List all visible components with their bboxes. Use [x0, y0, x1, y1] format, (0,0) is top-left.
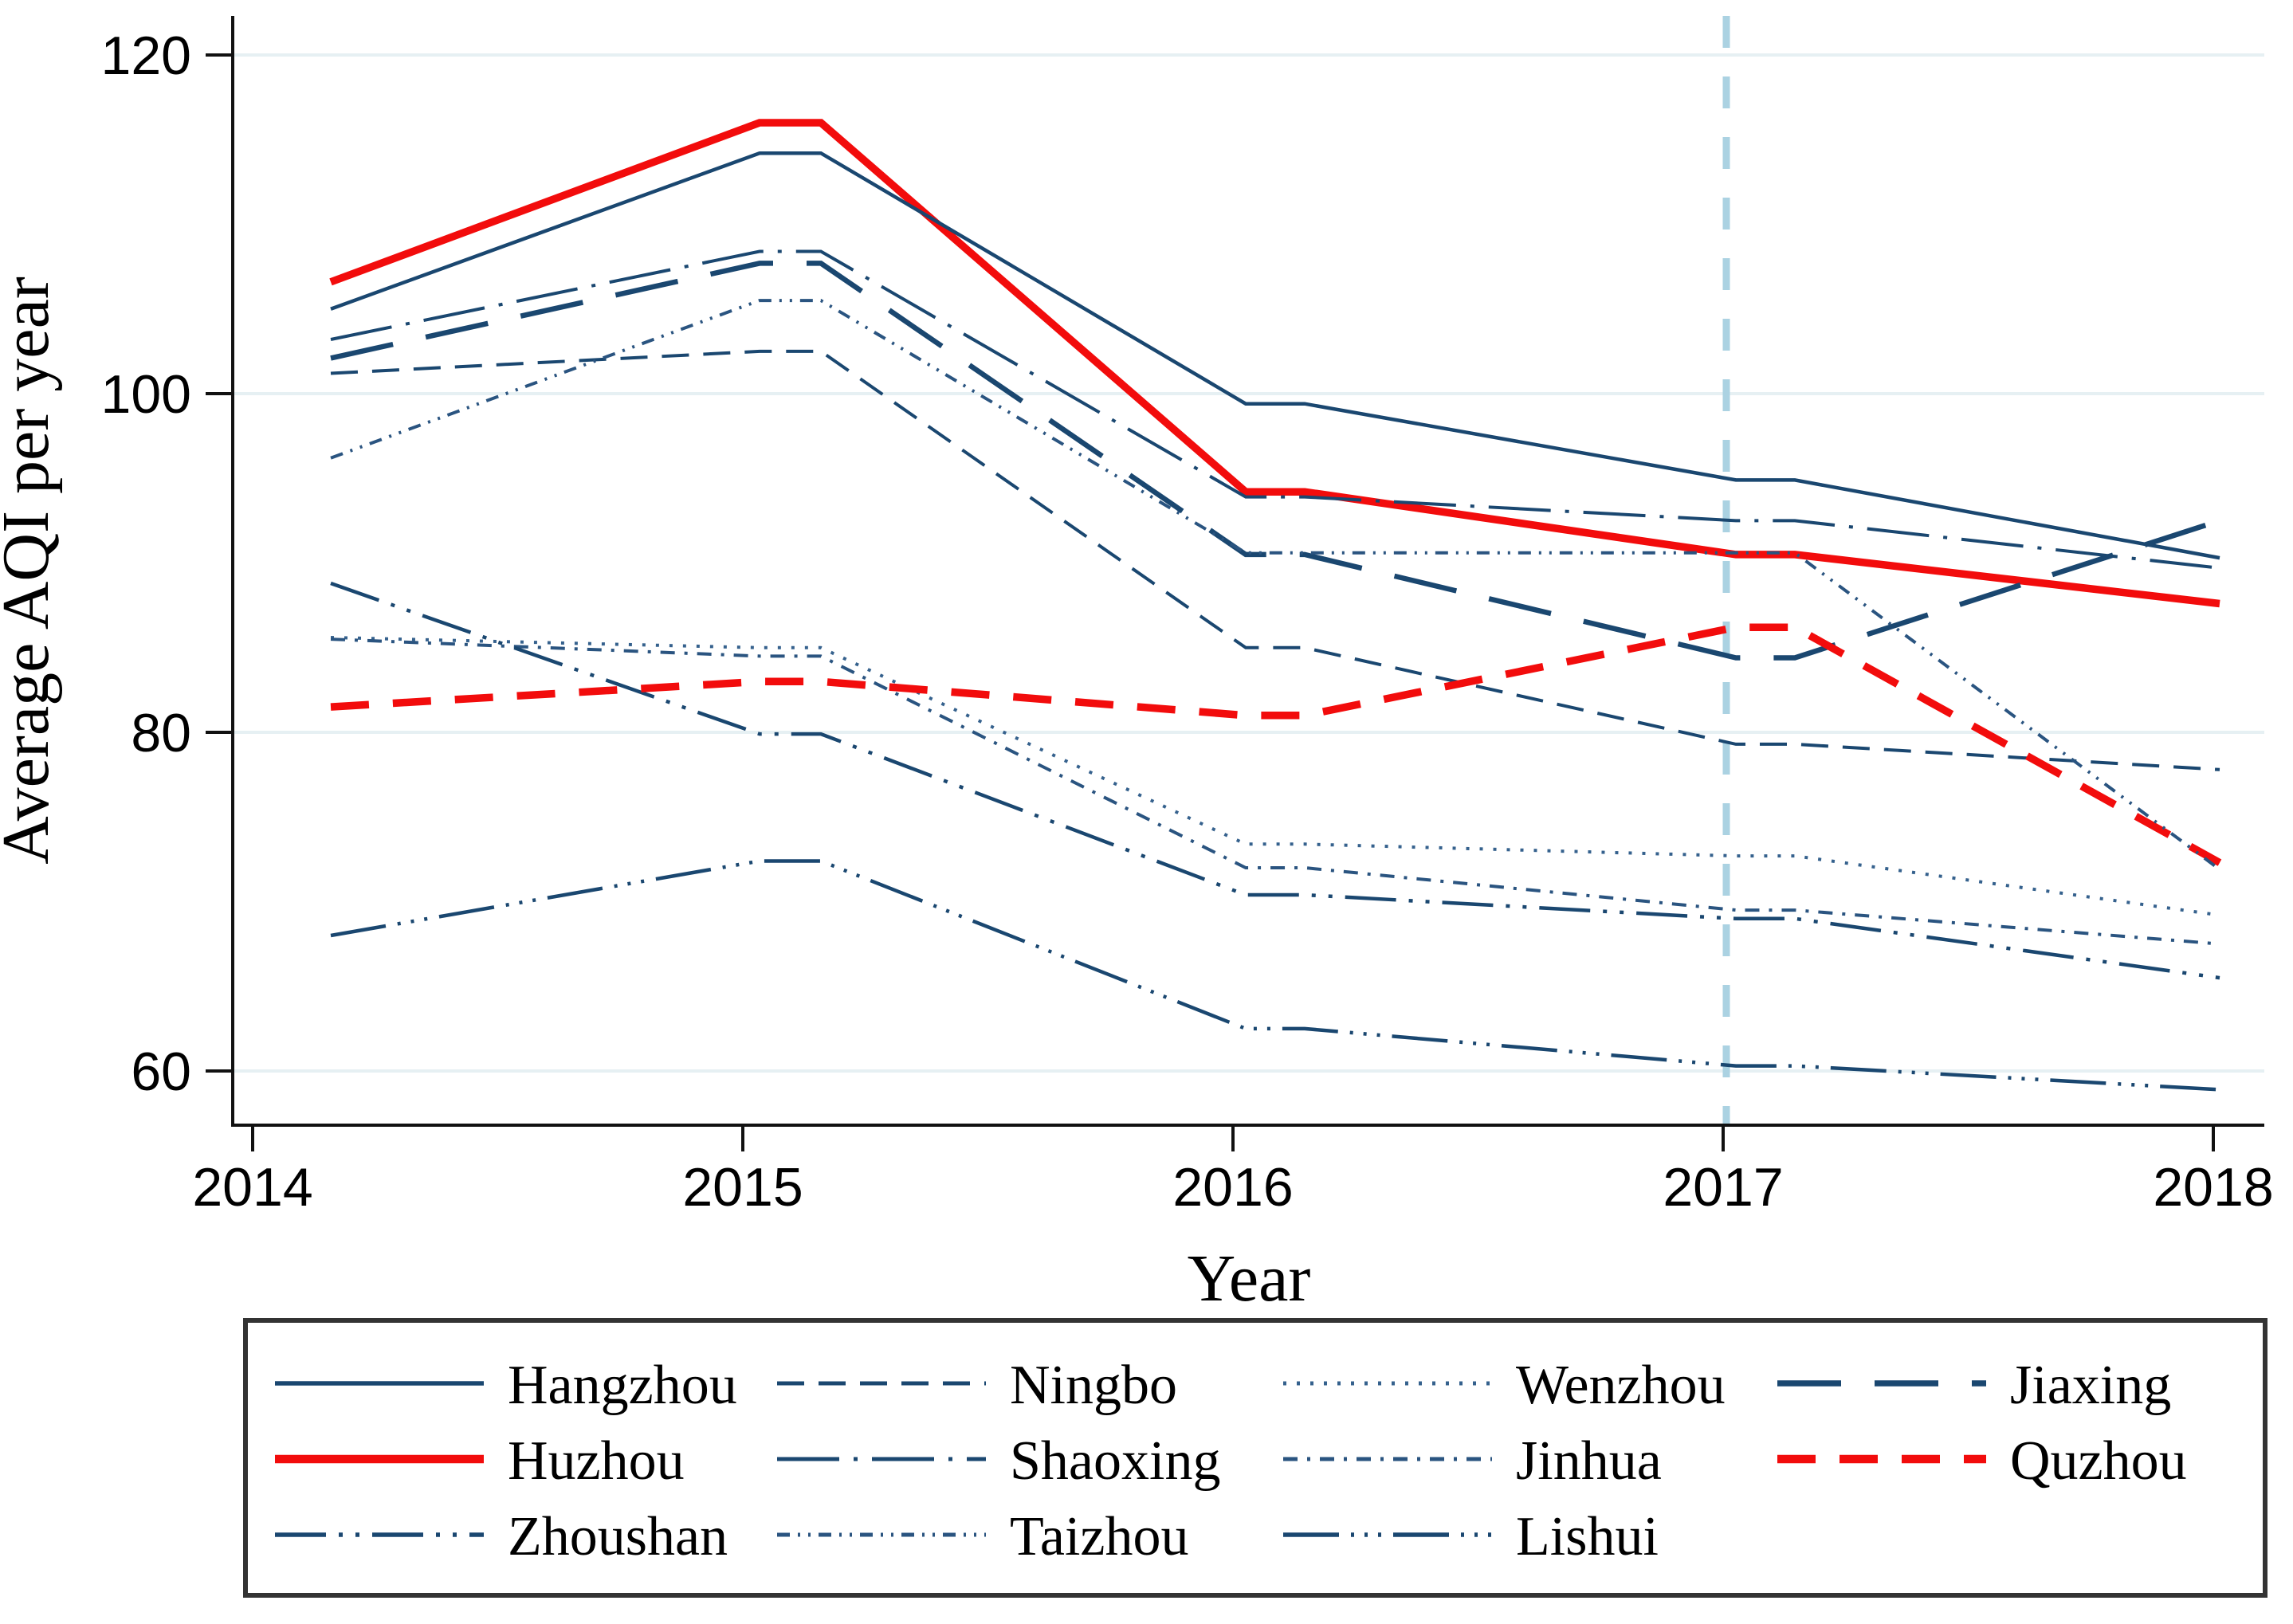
series-line-lishui [330, 859, 2220, 1092]
legend-item-jinhua: Jinhua [1283, 1430, 1662, 1492]
legend-item-taizhou: Taizhou [777, 1506, 1188, 1567]
series-line-jinhua [330, 637, 2220, 946]
legend-item-lishui: Lishui [1283, 1506, 1659, 1567]
legend-item-jiaxing: Jiaxing [1777, 1355, 2171, 1416]
series-line-zhoushan [330, 581, 2220, 980]
legend-label-shaoxing: Shaoxing [1010, 1430, 1220, 1492]
y-tick-label-120: 120 [101, 25, 191, 86]
legend-item-shaoxing: Shaoxing [777, 1430, 1220, 1492]
legend-label-hangzhou: Hangzhou [508, 1355, 737, 1416]
x-tick-label-2016: 2016 [1172, 1157, 1293, 1218]
axes [206, 16, 2264, 1151]
legend-label-lishui: Lishui [1516, 1506, 1659, 1567]
x-tick-label-2014: 2014 [192, 1157, 312, 1218]
x-tick-label-2017: 2017 [1663, 1157, 1783, 1218]
legend-item-quzhou: Quzhou [1777, 1430, 2187, 1492]
y-axis-title: Average AQI per year [0, 277, 63, 865]
tick-labels: 60 80 100 120 2014 2015 2016 2017 2018 [101, 25, 2274, 1218]
y-tick-label-60: 60 [131, 1041, 191, 1102]
series-line-ningbo [330, 349, 2220, 771]
legend-item-huzhou: Huzhou [275, 1430, 685, 1492]
legend-item-zhoushan: Zhoushan [275, 1506, 728, 1567]
y-tick-label-80: 80 [131, 703, 191, 763]
y-tick-label-100: 100 [101, 364, 191, 425]
legend-label-jinhua: Jinhua [1516, 1430, 1662, 1492]
series-lines [329, 119, 2222, 1092]
series-line-hangzhou [330, 151, 2220, 560]
series-line-quzhou [330, 623, 2222, 866]
series-line-wenzhou [330, 636, 2220, 917]
legend-item-hangzhou: Hangzhou [275, 1355, 737, 1416]
legend-label-jiaxing: Jiaxing [2010, 1355, 2171, 1416]
legend-item-wenzhou: Wenzhou [1283, 1355, 1726, 1416]
x-tick-label-2018: 2018 [2153, 1157, 2273, 1218]
series-line-jiaxing [330, 261, 2220, 661]
legend-label-huzhou: Huzhou [508, 1430, 685, 1492]
series-line-huzhou [329, 119, 2220, 608]
series-line-shaoxing [330, 249, 2220, 570]
legend-label-zhoushan: Zhoushan [508, 1506, 728, 1567]
legend-label-wenzhou: Wenzhou [1516, 1355, 1726, 1416]
legend-label-quzhou: Quzhou [2010, 1430, 2187, 1492]
x-axis-title: Year [1188, 1242, 1311, 1316]
legend-item-ningbo: Ningbo [777, 1355, 1177, 1416]
x-tick-label-2015: 2015 [682, 1157, 803, 1218]
gridlines [233, 53, 2264, 1073]
legend-label-taizhou: Taizhou [1010, 1506, 1188, 1567]
series-line-taizhou [330, 299, 2221, 871]
legend-label-ningbo: Ningbo [1010, 1355, 1177, 1416]
legend: Hangzhou Ningbo Wenzhou Jiaxing Huzhou Shaoxi… [243, 1318, 2267, 1598]
